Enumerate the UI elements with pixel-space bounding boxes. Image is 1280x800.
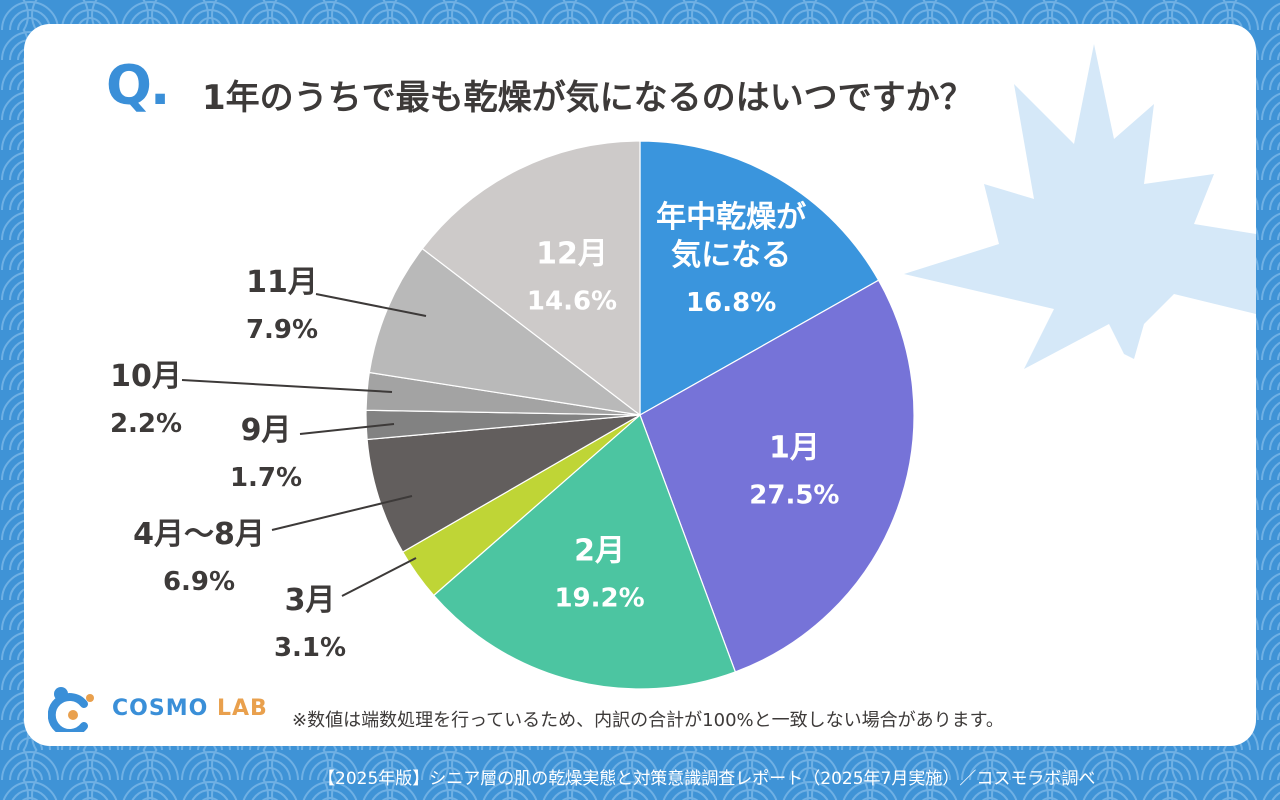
pie-slice-48 bbox=[366, 414, 641, 553]
leader-line bbox=[181, 379, 393, 393]
slice-value-label: 27.5% bbox=[749, 480, 839, 510]
slice-value-label: 2.2% bbox=[110, 409, 182, 439]
pie-slice-2 bbox=[432, 413, 737, 690]
maple-leaf-icon bbox=[904, 44, 1256, 369]
rounding-note: ※数値は端数処理を行っているため、内訳の合計が100%と一致しない場合があります… bbox=[292, 710, 1004, 731]
leader-line bbox=[271, 495, 413, 531]
pie-slice-12 bbox=[421, 140, 641, 417]
leader-line bbox=[315, 293, 427, 317]
slice-label-10: 10月 2.2% bbox=[110, 359, 393, 439]
slice-category-label: 1月 bbox=[769, 430, 820, 465]
slice-label-1: 1月 27.5% bbox=[749, 430, 839, 510]
slice-category-label: 12月 bbox=[536, 236, 608, 271]
slice-category-label: 10月 bbox=[110, 359, 182, 394]
leader-line bbox=[299, 423, 395, 435]
slice-label-2: 2月 19.2% bbox=[554, 533, 644, 613]
logo-text: COSMO LAB bbox=[112, 696, 268, 721]
slice-value-label: 3.1% bbox=[274, 633, 346, 663]
slice-category-label: 2月 bbox=[574, 533, 625, 568]
logo-name-sub: LAB bbox=[216, 695, 268, 721]
slice-value-label: 7.9% bbox=[246, 315, 318, 345]
slice-category-label: 年中乾燥が bbox=[656, 200, 806, 235]
pie-slice-11 bbox=[368, 247, 641, 416]
slice-category-label: 4月～8月 bbox=[133, 517, 265, 552]
pie-slice-1 bbox=[639, 279, 915, 673]
slice-value-label: 14.6% bbox=[527, 286, 617, 316]
logo: COSMO LAB bbox=[48, 684, 268, 732]
slice-value-label: 6.9% bbox=[163, 567, 235, 597]
slice-label-3: 3月 3.1% bbox=[274, 557, 417, 663]
slice-label-12: 12月 14.6% bbox=[527, 236, 617, 316]
pie-slice-year-round bbox=[639, 140, 880, 417]
slice-category-label: 気になる bbox=[671, 238, 791, 273]
slice-label-9: 9月 1.7% bbox=[230, 413, 395, 493]
question-mark-label: Q. bbox=[106, 54, 170, 117]
footer-source: 【2025年版】シニア層の肌の乾燥実態と対策意識調査レポート（2025年7月実施… bbox=[318, 769, 1096, 789]
slice-category-label: 3月 bbox=[285, 583, 336, 618]
content-card: Q. 1年のうちで最も乾燥が気になるのはいつですか？ 年中乾燥が 気になる 16.8… bbox=[24, 24, 1256, 746]
slice-label-11: 11月 7.9% bbox=[246, 265, 427, 345]
slice-value-label: 16.8% bbox=[686, 288, 776, 318]
leader-line bbox=[341, 557, 417, 597]
slice-value-label: 1.7% bbox=[230, 463, 302, 493]
cosmo-lab-logo-icon bbox=[48, 687, 94, 732]
logo-name-main: COSMO bbox=[112, 695, 209, 721]
page-title: 1年のうちで最も乾燥が気になるのはいつですか？ bbox=[202, 78, 974, 118]
slice-value-label: 19.2% bbox=[554, 583, 644, 613]
slice-category-label: 9月 bbox=[241, 413, 292, 448]
slice-category-label: 11月 bbox=[246, 265, 318, 300]
slice-label-48: 4月～8月 6.9% bbox=[133, 495, 413, 597]
